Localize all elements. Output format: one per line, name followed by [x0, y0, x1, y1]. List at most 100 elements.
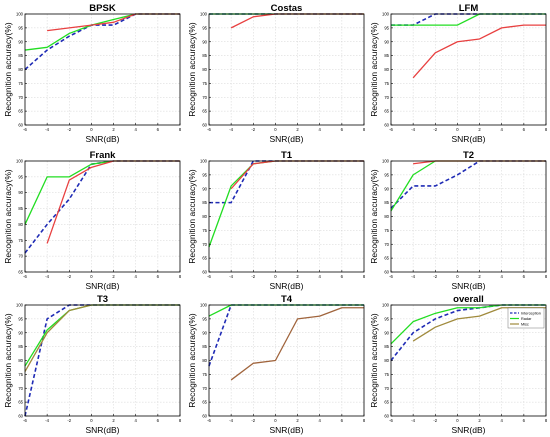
x-axis-label: SNR(dB)	[269, 134, 303, 144]
x-axis-label: SNR(dB)	[451, 134, 485, 144]
x-tick-label: -4	[229, 127, 233, 132]
chart-panel-lfm: -6 -4 -2 0 2 4 6 8 60 65 70 75 80 85 90 95 100 LFM SNR(dB)…	[369, 3, 548, 144]
x-tick-label: 2	[296, 274, 299, 279]
x-tick-label: 8	[179, 418, 182, 423]
plot-frame	[390, 160, 547, 273]
x-axis-label: SNR(dB)	[85, 425, 119, 435]
x-tick-label: 2	[478, 274, 481, 279]
panel-title: T2	[463, 150, 474, 161]
x-tick-label: 8	[363, 274, 366, 279]
y-tick-label: 60	[202, 123, 207, 128]
y-tick-label: 65	[384, 109, 389, 114]
y-tick-label: 100	[16, 159, 24, 164]
series-line-misc	[412, 307, 546, 342]
y-axis-label: Recognition accuracy(%)	[187, 313, 197, 408]
y-tick-label: 70	[202, 95, 207, 100]
y-tick-label: 60	[384, 270, 389, 275]
y-tick-label: 85	[384, 344, 389, 349]
chart-panel-bpsk: -6 -4 -2 0 2 4 6 8 60 65 70 75 80 85 90 95 100 BPSK SNR(dB…	[3, 3, 182, 144]
x-tick-label: 6	[157, 127, 160, 132]
y-tick-label: 70	[18, 254, 23, 259]
x-tick-label: 6	[341, 418, 344, 423]
legend-label-misc: Misc	[521, 322, 529, 326]
series-line-interception	[24, 304, 180, 417]
series-line-radar	[391, 13, 546, 26]
x-tick-label: -4	[229, 418, 233, 423]
y-tick-label: 60	[18, 414, 23, 419]
series-line-misc	[47, 13, 180, 32]
x-tick-label: 0	[90, 127, 93, 132]
y-tick-label: 70	[384, 242, 389, 247]
y-tick-label: 70	[384, 95, 389, 100]
panel-title: T1	[281, 150, 293, 161]
y-tick-label: 75	[18, 238, 23, 243]
y-axis-label: Recognition accuracy(%)	[369, 313, 379, 408]
chart-panel-overall: -6 -4 -2 0 2 4 6 8 60 65 70 75 80 85 90 95 100 overall SNR…	[369, 294, 548, 435]
y-tick-label: 80	[202, 214, 207, 219]
plot-frame	[208, 160, 365, 273]
x-tick-label: -2	[67, 127, 71, 132]
chart-panel-t1: -6 -4 -2 0 2 4 6 8 60 65 70 75 80 85 90 95 100 T1 SNR(dB) R…	[187, 150, 366, 291]
x-tick-label: 6	[523, 418, 526, 423]
x-tick-label: -6	[23, 127, 27, 132]
series-line-radar	[24, 13, 180, 51]
x-tick-label: 8	[545, 418, 548, 423]
y-tick-label: 65	[384, 400, 389, 405]
y-tick-label: 90	[18, 39, 23, 44]
y-axis-label: Recognition accuracy(%)	[369, 169, 379, 264]
x-tick-label: -2	[251, 127, 255, 132]
x-tick-label: 4	[135, 127, 138, 132]
y-tick-label: 85	[18, 206, 23, 211]
plot-frame	[208, 304, 365, 417]
y-tick-label: 95	[18, 316, 23, 321]
y-tick-label: 95	[202, 172, 207, 177]
x-tick-label: 4	[501, 418, 504, 423]
y-tick-label: 90	[18, 190, 23, 195]
x-axis-label: SNR(dB)	[451, 281, 485, 291]
y-tick-label: 90	[18, 330, 23, 335]
x-tick-label: -2	[67, 274, 71, 279]
x-tick-label: 0	[274, 127, 277, 132]
legend-label-radar: Radar	[521, 317, 532, 321]
series-line-radar	[208, 160, 364, 248]
x-tick-label: 4	[501, 127, 504, 132]
panel-title: T3	[97, 294, 108, 305]
series-line-radar	[24, 304, 180, 367]
series-line-interception	[209, 160, 364, 204]
x-tick-label: 0	[90, 274, 93, 279]
y-tick-label: 100	[16, 303, 24, 308]
series-line-interception	[208, 304, 364, 367]
series-line-interception	[24, 160, 180, 254]
y-tick-label: 85	[384, 53, 389, 58]
panel-title: T4	[281, 294, 293, 305]
x-tick-label: -4	[411, 418, 415, 423]
y-tick-label: 65	[18, 270, 23, 275]
y-tick-label: 75	[202, 228, 207, 233]
y-axis-label: Recognition accuracy(%)	[3, 22, 13, 117]
x-tick-label: 2	[296, 127, 299, 132]
x-tick-label: -6	[207, 274, 211, 279]
y-tick-label: 90	[384, 39, 389, 44]
y-tick-label: 90	[202, 186, 207, 191]
y-tick-label: 85	[202, 344, 207, 349]
y-tick-label: 60	[202, 414, 207, 419]
x-tick-label: 0	[456, 127, 459, 132]
y-tick-label: 95	[202, 316, 207, 321]
x-tick-label: 0	[90, 418, 93, 423]
y-tick-label: 100	[200, 159, 208, 164]
y-tick-label: 80	[384, 67, 389, 72]
x-tick-label: 2	[478, 418, 481, 423]
y-tick-label: 75	[18, 372, 23, 377]
series-line-misc	[412, 24, 546, 79]
y-tick-label: 75	[384, 81, 389, 86]
series-line-interception	[390, 304, 546, 361]
x-axis-label: SNR(dB)	[85, 134, 119, 144]
y-tick-label: 70	[202, 242, 207, 247]
x-tick-label: 4	[319, 127, 322, 132]
x-tick-label: -4	[229, 274, 233, 279]
x-tick-label: -4	[411, 274, 415, 279]
y-tick-label: 80	[202, 67, 207, 72]
y-tick-label: 70	[384, 386, 389, 391]
y-tick-label: 100	[200, 12, 208, 17]
